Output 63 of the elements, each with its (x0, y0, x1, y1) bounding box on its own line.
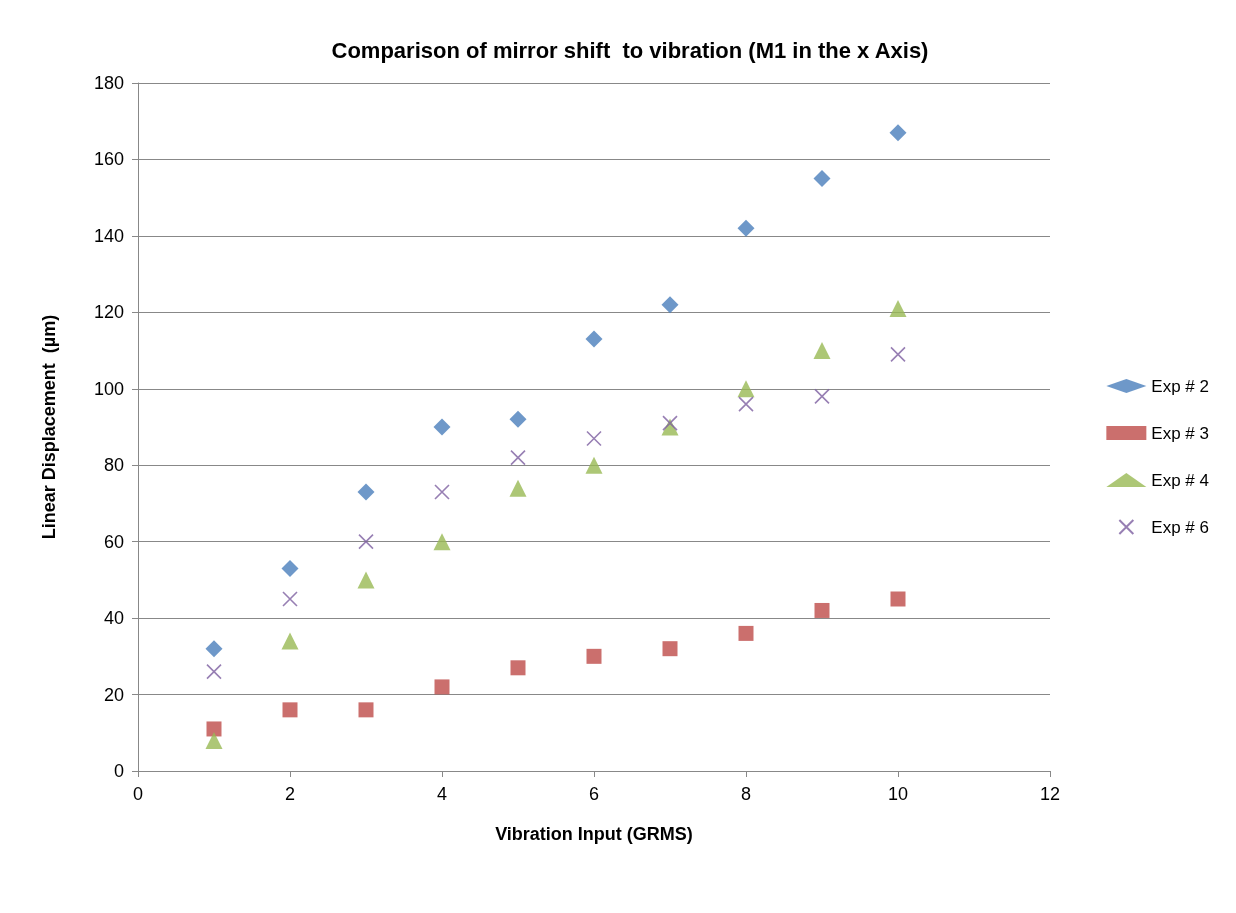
point (433, 533, 451, 551)
point (358, 702, 374, 718)
point (814, 602, 830, 618)
y-tick-label: 120 (93, 302, 124, 323)
point (205, 731, 223, 749)
point (738, 625, 754, 641)
point (738, 396, 754, 412)
y-tick-label: 0 (113, 761, 124, 781)
point (357, 571, 375, 589)
point (510, 449, 526, 466)
y-tick-label: 20 (103, 684, 124, 705)
point (585, 456, 603, 474)
x-tick-label: 10 (887, 784, 909, 804)
point (585, 330, 603, 348)
y-axis-title: Linear Displacement (µm) (39, 314, 59, 540)
point (510, 660, 526, 676)
x-tick-label: 4 (436, 784, 448, 804)
point (206, 721, 222, 737)
point (737, 380, 755, 398)
y-tick-label: 180 (93, 73, 124, 93)
point (814, 388, 830, 405)
point (586, 430, 602, 447)
point (281, 632, 299, 650)
point (737, 219, 755, 237)
point (282, 591, 298, 607)
x-tick-label: 8 (740, 784, 752, 804)
point (890, 591, 906, 607)
point (813, 342, 831, 360)
point (358, 533, 374, 550)
point (813, 170, 831, 188)
y-tick-label: 40 (103, 608, 124, 629)
point (434, 679, 450, 695)
point (206, 663, 222, 680)
point (509, 410, 527, 428)
y-tick-label: 160 (93, 149, 124, 170)
legend-label: Exp # 3 (1151, 423, 1210, 443)
x-axis-title: Vibration Input (GRMS) (495, 824, 693, 844)
point (662, 641, 678, 657)
y-tick-label: 60 (103, 531, 124, 552)
point (889, 124, 907, 142)
chart-title: Comparison of mirror shift to vibration (M1 in the x Axis) (331, 37, 929, 63)
x-tick-label: 12 (1039, 784, 1061, 804)
point (282, 702, 298, 718)
legend-label: Exp # 6 (1151, 517, 1210, 537)
y-tick-label: 100 (93, 378, 124, 399)
legend-label: Exp # 2 (1151, 376, 1210, 396)
point (889, 300, 907, 318)
point (205, 640, 223, 658)
point (661, 296, 679, 314)
y-tick-label: 140 (93, 225, 124, 246)
point (586, 648, 602, 664)
point (662, 415, 678, 431)
legend-label: Exp # 4 (1151, 470, 1210, 490)
y-tick-label: 80 (103, 455, 124, 476)
x-tick-label: 6 (588, 784, 600, 804)
point (509, 479, 527, 497)
point (357, 483, 375, 501)
x-tick-label: 2 (284, 784, 296, 804)
point (281, 559, 299, 577)
point (433, 418, 451, 436)
point (890, 346, 906, 363)
point (434, 484, 450, 500)
x-tick-label: 0 (132, 784, 144, 804)
